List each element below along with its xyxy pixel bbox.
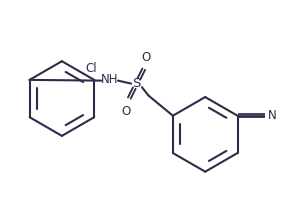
Text: Cl: Cl [86,61,97,74]
Text: N: N [268,109,276,122]
Text: S: S [132,77,141,90]
Text: NH: NH [101,73,118,86]
Text: O: O [121,105,130,117]
Text: O: O [141,51,151,64]
